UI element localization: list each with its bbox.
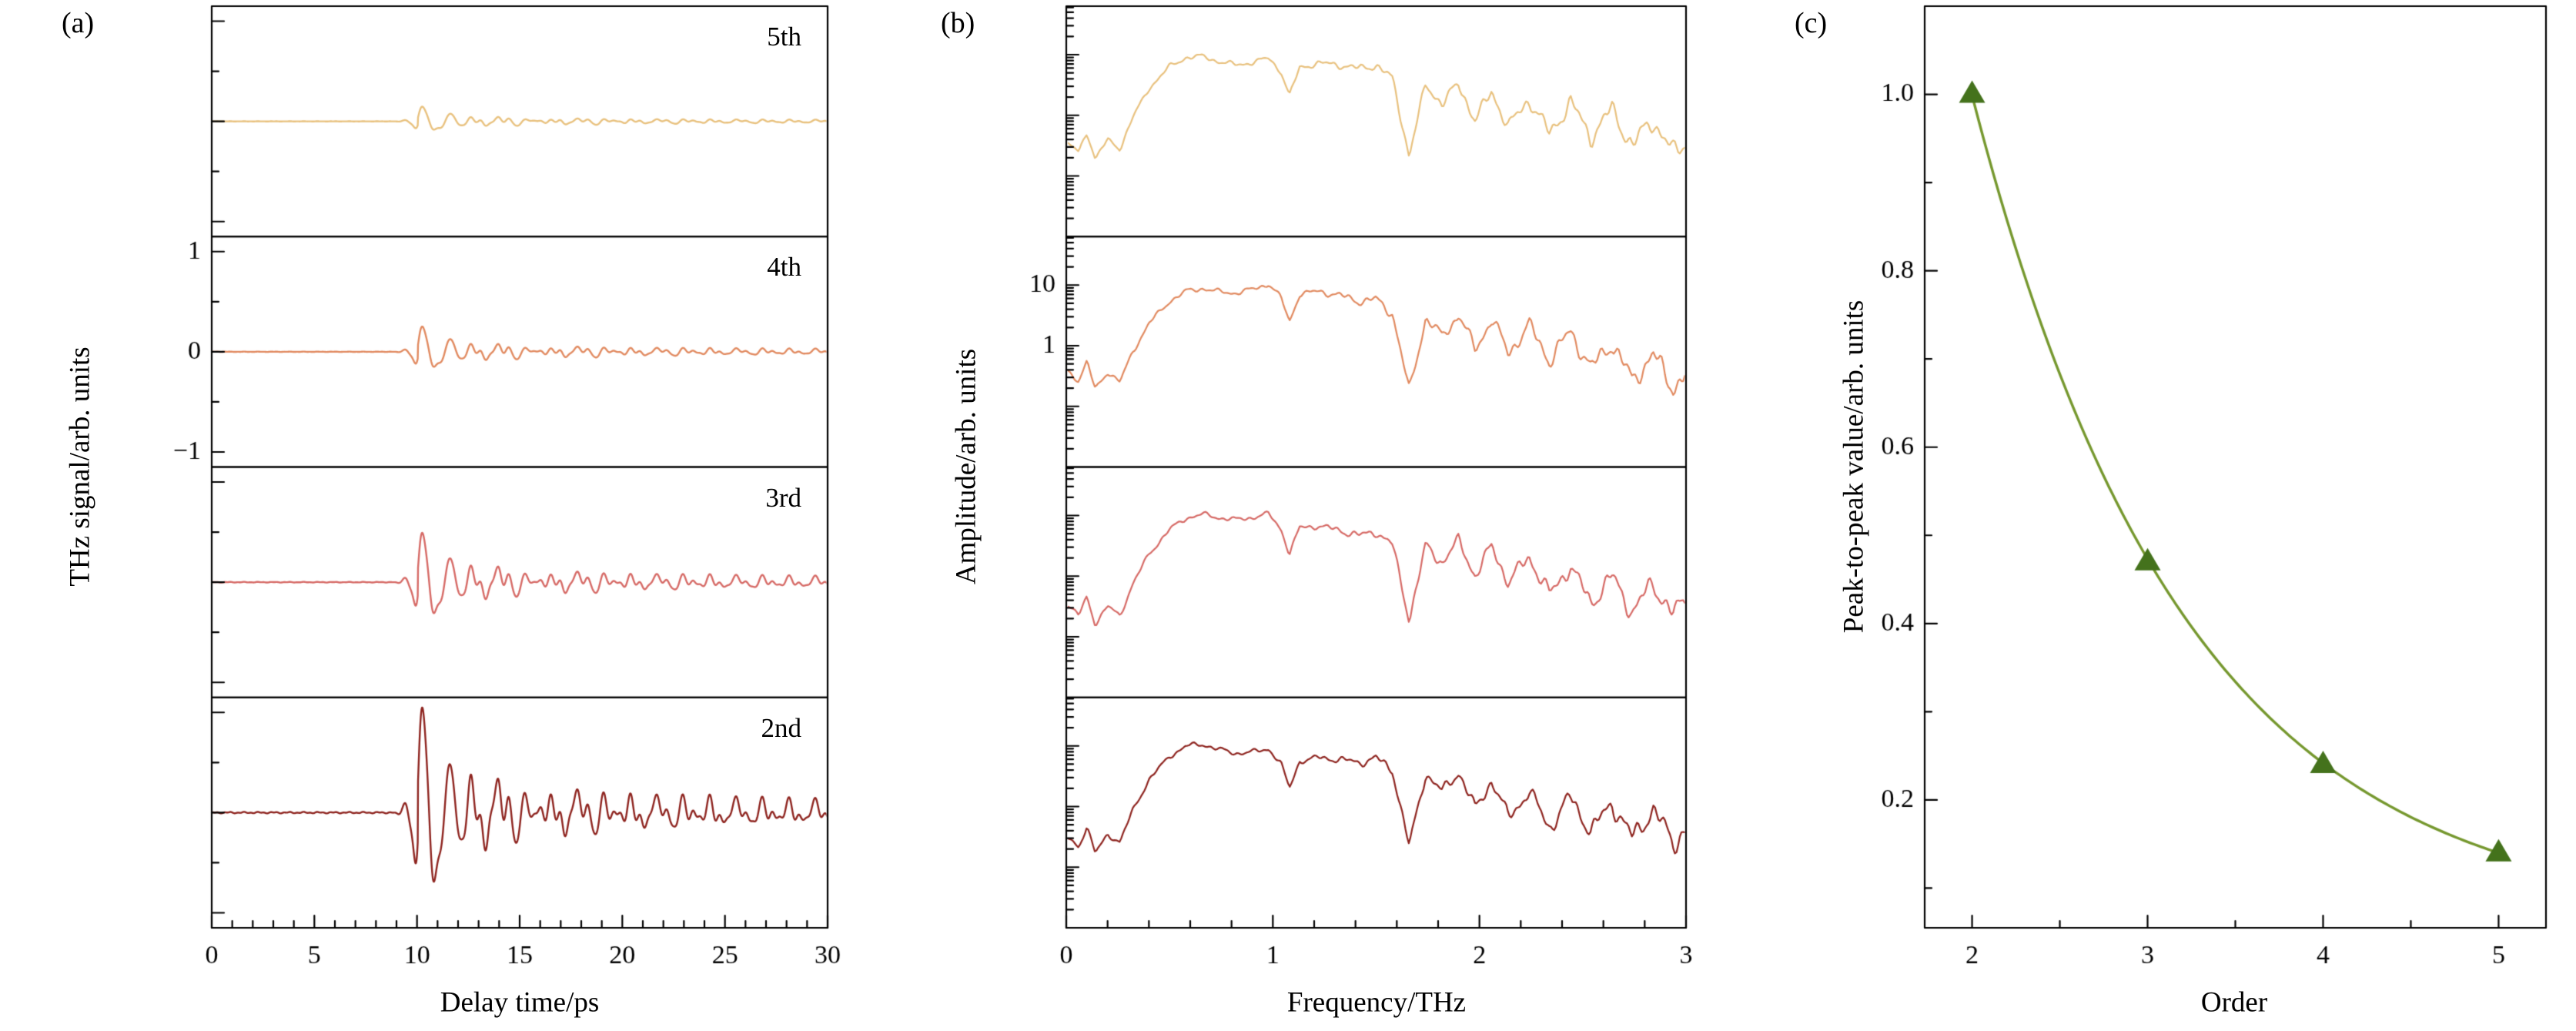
panel-c-letter: (c)	[1795, 7, 1828, 39]
panel-a-trace-label-4th: 4th	[767, 252, 801, 282]
panel-c-xaxis-label: Order	[2200, 986, 2268, 1019]
panel-a-trace-label-3rd: 3rd	[765, 483, 801, 513]
panel-a-letter: (a)	[62, 7, 95, 39]
panel-b-yaxis-label: Amplitude/arb. units	[950, 348, 982, 585]
panel-a-yaxis-label: THz signal/arb. units	[64, 346, 96, 587]
panel-a-trace-label-5th: 5th	[767, 22, 801, 52]
panel-b-xaxis-label: Frequency/THz	[1286, 986, 1467, 1019]
panel-c-yaxis-label: Peak-to-peak value/arb. units	[1838, 300, 1870, 634]
panel-a-xaxis-label: Delay time/ps	[440, 986, 600, 1019]
panel-b-letter: (b)	[941, 7, 975, 39]
panel-a-trace-label-2nd: 2nd	[761, 713, 802, 743]
